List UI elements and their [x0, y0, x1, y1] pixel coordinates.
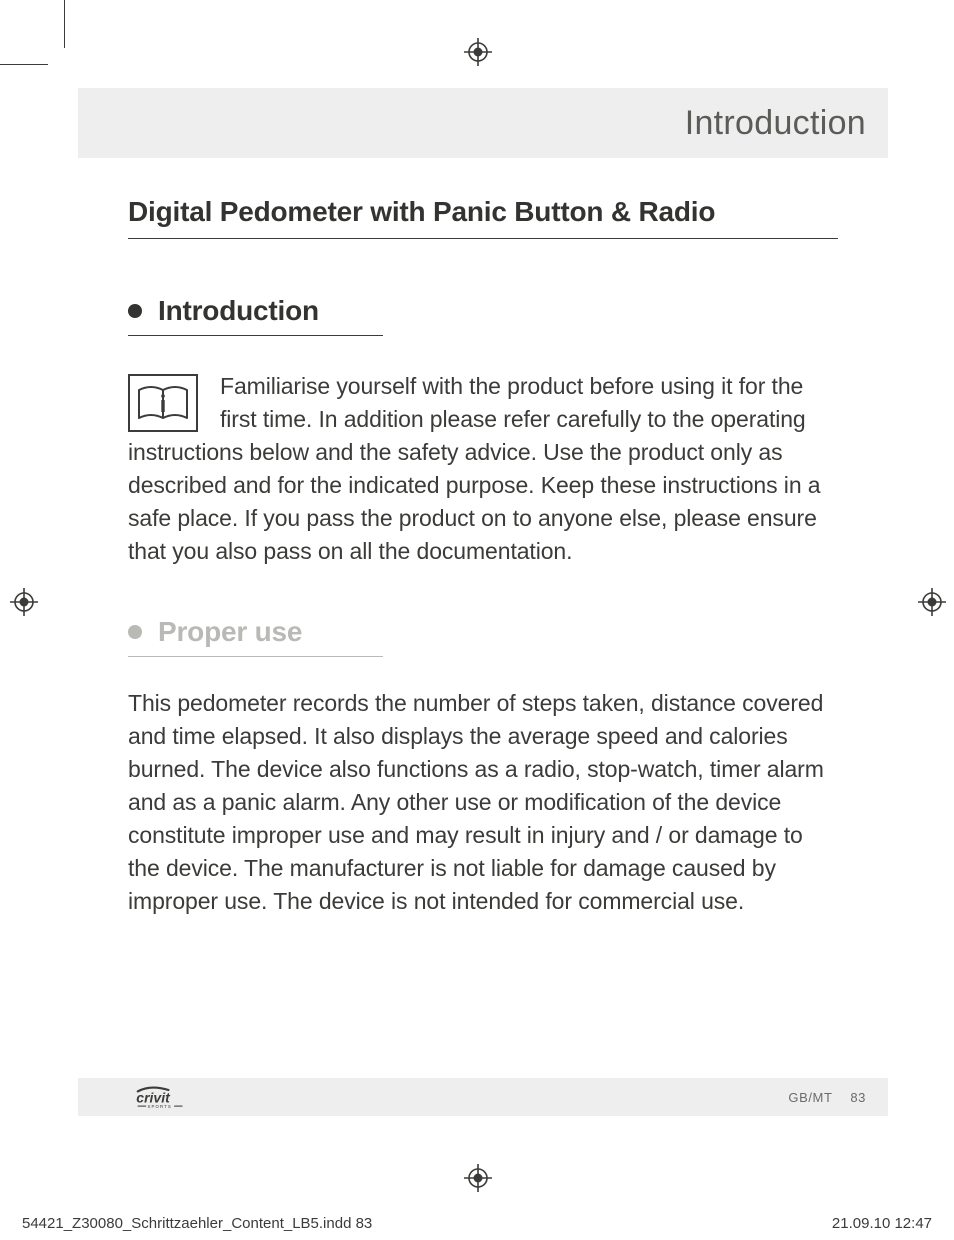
section-introduction: Introduction Familiarise yourself with t…	[128, 295, 838, 568]
section-heading: Introduction	[158, 295, 319, 327]
section-title: Introduction	[685, 104, 866, 143]
page-number-label: GB/MT 83	[788, 1090, 866, 1105]
registration-mark-icon	[464, 38, 492, 66]
crop-mark	[64, 0, 65, 48]
registration-mark-icon	[10, 588, 38, 616]
slug-timestamp: 21.09.10 12:47	[832, 1215, 932, 1232]
content-area: Digital Pedometer with Panic Button & Ra…	[78, 158, 888, 918]
svg-text:crivit: crivit	[136, 1090, 171, 1106]
section-proper-use: Proper use This pedometer records the nu…	[128, 616, 838, 918]
proper-use-body-block: This pedometer records the number of ste…	[128, 687, 838, 918]
proper-use-body-text: This pedometer records the number of ste…	[128, 687, 838, 918]
intro-body-text: Familiarise yourself with the product be…	[128, 370, 838, 568]
registration-mark-icon	[918, 588, 946, 616]
slug-line: 54421_Z30080_Schrittzaehler_Content_LB5.…	[0, 1215, 954, 1232]
section-heading: Proper use	[158, 616, 302, 648]
section-heading-row: Introduction	[128, 295, 383, 336]
crivit-logo-icon: crivit SPORTS	[128, 1083, 216, 1111]
intro-body-block: Familiarise yourself with the product be…	[128, 370, 838, 568]
header-band: Introduction	[78, 88, 888, 158]
bullet-icon	[128, 625, 142, 639]
section-heading-row: Proper use	[128, 616, 383, 657]
bullet-icon	[128, 304, 142, 318]
page-title: Digital Pedometer with Panic Button & Ra…	[128, 196, 838, 239]
svg-text:SPORTS: SPORTS	[148, 1104, 172, 1109]
registration-mark-icon	[464, 1164, 492, 1192]
page-content: Introduction Digital Pedometer with Pani…	[78, 88, 888, 918]
info-book-icon	[128, 374, 198, 432]
slug-file: 54421_Z30080_Schrittzaehler_Content_LB5.…	[22, 1215, 372, 1232]
footer-band: crivit SPORTS GB/MT 83	[78, 1078, 888, 1116]
crop-mark	[0, 64, 48, 65]
